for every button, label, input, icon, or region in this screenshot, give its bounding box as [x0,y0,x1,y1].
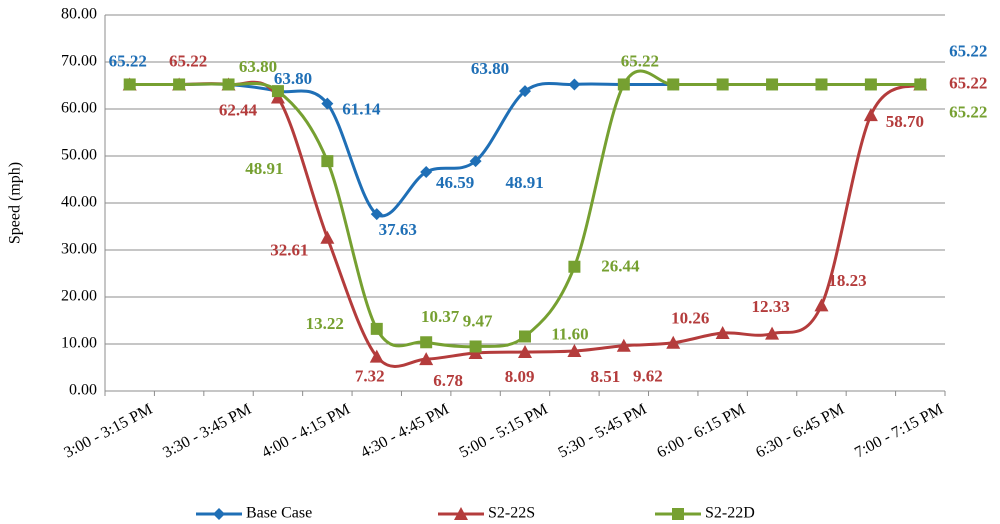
y-tick-label: 20.00 [61,288,97,305]
value-label: 32.61 [270,241,308,260]
marker [222,78,235,91]
value-label: 65.22 [109,51,147,70]
y-tick-label: 70.00 [61,53,97,70]
x-tick-label: 4:30 - 4:45 PM [358,401,452,462]
marker [667,78,680,91]
marker [321,155,334,168]
marker [519,330,531,343]
value-label: 9.62 [633,367,663,386]
y-tick-label: 30.00 [61,241,97,258]
y-tick-label: 40.00 [61,194,97,211]
legend-item: S2-22S [438,505,535,522]
value-label: 63.80 [239,57,277,76]
y-axis-label: Speed (mph) [7,162,24,244]
value-label: 12.33 [752,297,790,316]
marker [123,78,136,91]
value-label: 37.63 [379,220,417,239]
value-label: 48.91 [505,173,543,192]
value-label: 63.80 [274,69,312,88]
marker [370,322,383,335]
marker [519,85,531,98]
value-label: 7.32 [355,367,385,386]
x-tick-label: 4:00 - 4:15 PM [259,401,353,462]
value-label: 65.22 [169,51,207,70]
marker [173,78,186,91]
y-tick-label: 60.00 [61,100,97,117]
marker [469,340,482,353]
marker [815,78,828,91]
marker [320,230,335,244]
series-line [129,80,922,368]
value-label: 18.23 [828,271,866,290]
marker [766,78,779,91]
legend-label: S2-22S [488,505,535,522]
value-label: 61.14 [342,100,381,119]
marker [568,260,581,273]
marker [765,326,780,340]
legend-item: Base Case [196,505,312,522]
value-label: 62.44 [219,100,258,119]
marker [419,352,434,366]
value-label: 63.80 [471,59,509,78]
marker [369,349,384,363]
value-label: 10.37 [421,307,460,326]
marker [617,78,630,91]
value-label: 65.22 [621,51,659,70]
marker [420,336,433,349]
marker [864,78,877,91]
marker [863,108,878,122]
marker [666,335,681,349]
marker [568,78,581,91]
value-label: 9.47 [463,311,493,330]
value-label: 46.59 [436,173,474,192]
marker [370,208,383,221]
marker [518,344,532,358]
value-label: 8.09 [505,367,535,386]
legend-label: Base Case [246,505,312,522]
legend-item: S2-22D [655,505,755,522]
marker [420,166,433,179]
x-tick-label: 6:30 - 6:45 PM [753,401,847,462]
legend-marker [213,508,225,520]
legend-marker [454,507,468,520]
y-tick-label: 0.00 [69,382,97,399]
value-label: 11.60 [551,324,588,343]
legend-marker [672,508,684,520]
x-tick-label: 6:00 - 6:15 PM [654,401,748,462]
marker [716,78,729,91]
value-label: 6.78 [433,371,463,390]
x-tick-label: 5:00 - 5:15 PM [457,401,551,462]
value-label: 26.44 [601,257,640,276]
y-tick-label: 50.00 [61,147,97,164]
value-label: 10.26 [671,309,709,328]
marker [914,78,927,91]
x-tick-label: 7:00 - 7:15 PM [852,401,946,462]
marker [469,155,482,168]
marker [715,326,730,340]
y-tick-label: 10.00 [61,335,97,352]
x-tick-label: 3:30 - 3:45 PM [160,401,254,462]
value-label: 65.22 [949,41,987,60]
x-tick-label: 5:30 - 5:45 PM [555,401,649,462]
legend-label: S2-22D [705,505,755,522]
value-label: 65.22 [949,102,987,121]
value-label: 48.91 [245,159,283,178]
value-label: 8.51 [591,367,621,386]
value-label: 13.22 [306,314,344,333]
marker [814,298,829,312]
x-tick-label: 3:00 - 3:15 PM [61,401,155,462]
value-label: 58.70 [886,112,924,131]
marker [321,97,334,110]
marker [567,344,582,358]
marker [271,85,284,98]
y-tick-label: 80.00 [61,6,97,23]
value-label: 65.22 [949,73,987,92]
marker [616,338,631,352]
